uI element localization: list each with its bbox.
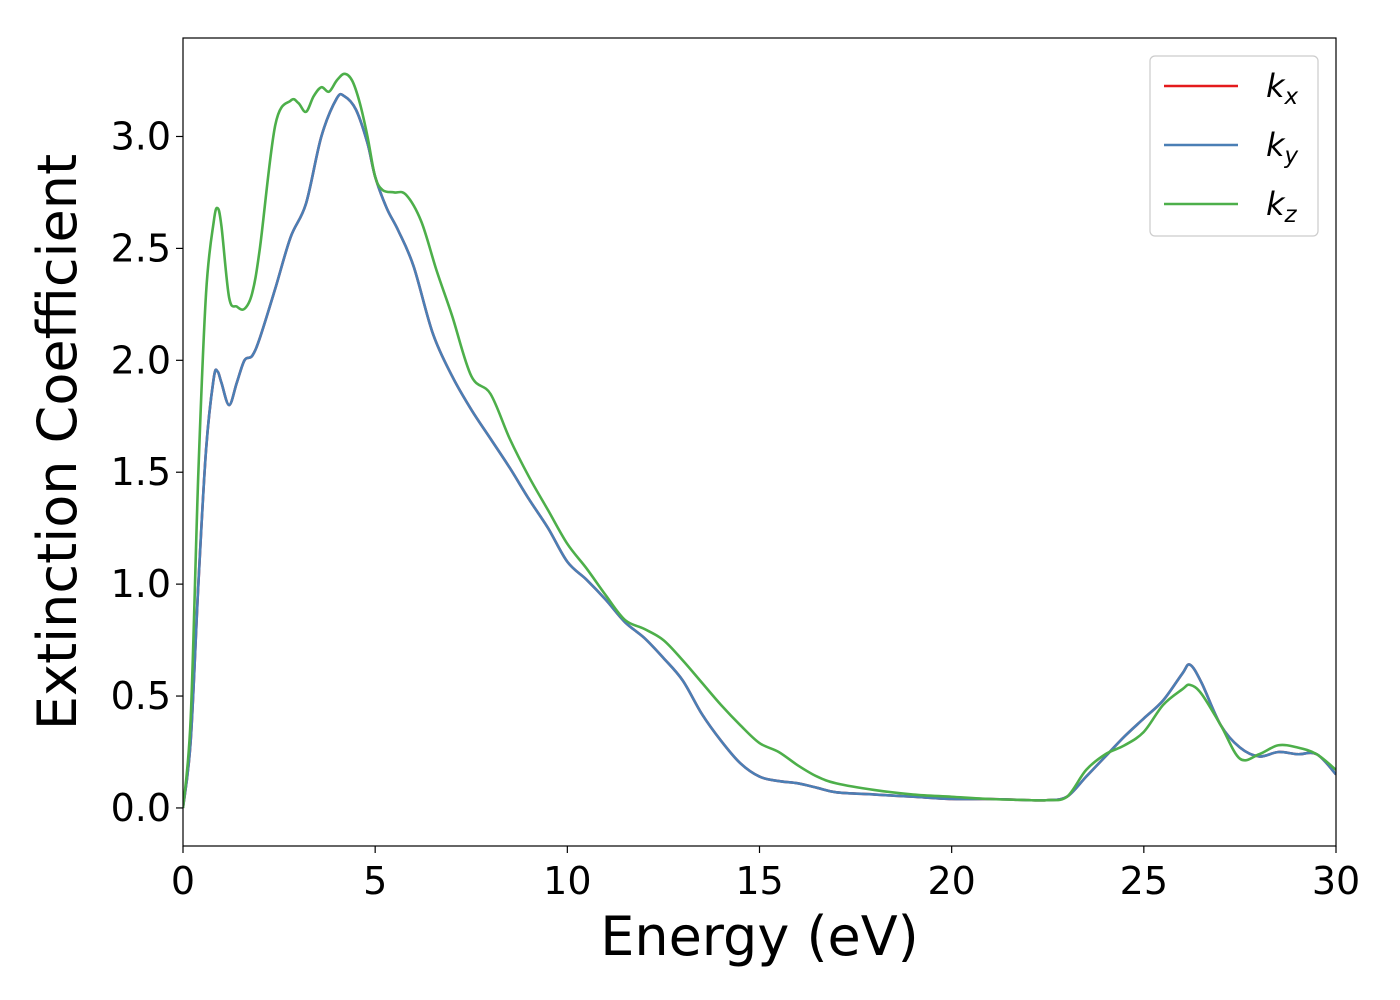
y-tick-label: 2.5 <box>111 226 171 270</box>
y-tick-label: 1.5 <box>111 450 171 494</box>
legend: kx ky kz <box>1149 55 1319 237</box>
y-tick-label: 0.0 <box>111 786 171 830</box>
x-axis-label: Energy (eV) <box>600 905 919 968</box>
y-axis-label: Extinction Coefficient <box>26 154 89 730</box>
legend-label-z: kz <box>1266 185 1298 228</box>
y-tick-label: 2.0 <box>111 338 171 382</box>
legend-label-x: kx <box>1266 67 1299 110</box>
y-tick-label: 3.0 <box>111 114 171 158</box>
y-tick-label: 1.0 <box>111 562 171 606</box>
legend-label-y: ky <box>1266 126 1299 169</box>
x-tick-label: 10 <box>543 859 591 903</box>
y-tick-label: 0.5 <box>111 674 171 718</box>
plot-frame <box>182 37 1337 847</box>
plot-lines <box>183 72 1336 809</box>
series-line-y <box>183 92 1336 809</box>
x-tick-label: 20 <box>927 859 975 903</box>
x-tick-label: 25 <box>1120 859 1168 903</box>
x-tick-label: 5 <box>363 859 387 903</box>
axis-ticks: 0 5 10 15 20 25 30 0.0 0.5 1.0 1.5 2.0 2.5 3.0 <box>111 114 1361 903</box>
x-tick-label: 15 <box>735 859 783 903</box>
x-tick-label: 0 <box>171 859 195 903</box>
x-tick-label: 30 <box>1312 859 1360 903</box>
series-line-z <box>183 72 1336 809</box>
